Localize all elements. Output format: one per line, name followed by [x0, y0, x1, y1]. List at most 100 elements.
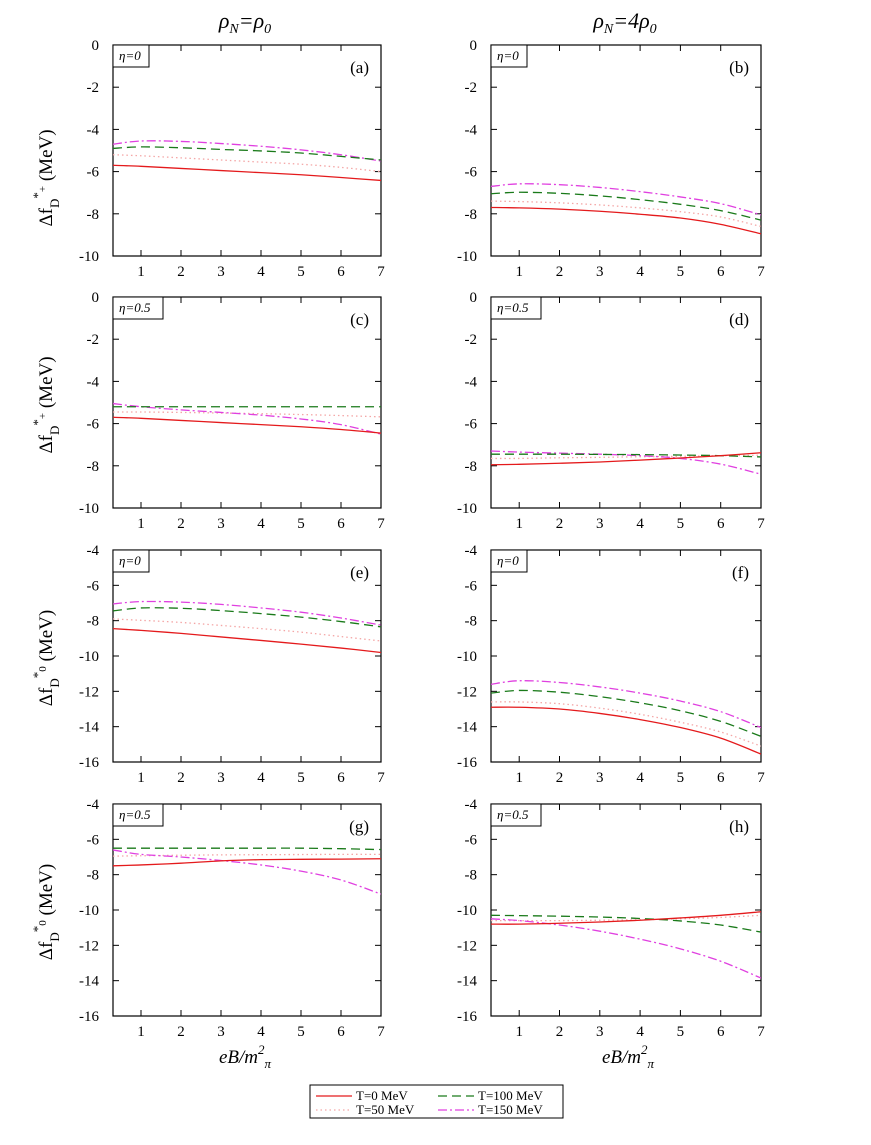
legend-label-t150: T=150 MeV: [478, 1102, 543, 1117]
y-tick-label: -10: [457, 501, 477, 517]
y-tick-label: -10: [79, 903, 99, 919]
x-tick-label: 7: [377, 770, 385, 786]
panel-d: 0 -2 -4 -6 -8 -10 1 2 3 4 5 6 7 η=0.5 (d): [457, 290, 765, 532]
x-tick-label: 7: [377, 264, 385, 280]
panels-group: 0 -2 -4 -6 -8 -10 1 2 3 4 5 6 7 η=0 (a) 0 -2 -4 -6 -8 -10 1 2 3…: [79, 38, 765, 1040]
x-tick-label: 1: [515, 264, 523, 280]
x-tick-label: 5: [297, 264, 305, 280]
y-tick-label: -10: [457, 249, 477, 265]
ylabel-row3: ΔfD*0 (MeV): [30, 610, 62, 706]
legend: T=0 MeV T=100 MeV T=50 MeV T=150 MeV: [309, 1084, 564, 1119]
panel-g: -4 -6 -8 -10 -12 -14 -16 1 2 3 4 5 6 7 η=0.5 (g): [79, 797, 385, 1040]
series-line-t-150-mev: [491, 450, 761, 475]
series-line-t-0-mev: [113, 164, 381, 182]
eta-label-box: η=0.5: [490, 803, 542, 827]
panel-frame-d: [490, 296, 762, 509]
x-tick-label: 3: [596, 264, 604, 280]
x-tick-label: 4: [257, 264, 265, 280]
x-tick-label: 7: [377, 1024, 385, 1040]
x-tick-label: 1: [515, 1024, 523, 1040]
series-line-t-0-mev: [113, 416, 381, 434]
legend-label-t50: T=50 MeV: [356, 1102, 415, 1117]
x-tick-label: 5: [677, 770, 685, 786]
eta-label-box: η=0.5: [490, 296, 542, 320]
y-tick-label: -14: [79, 974, 99, 990]
series-line-t-150-mev: [113, 402, 381, 435]
x-tick-label: 7: [757, 770, 765, 786]
y-tick-label: -4: [87, 797, 100, 813]
series-line-t-0-mev: [491, 706, 761, 755]
eta-label: η=0.5: [497, 300, 529, 315]
eta-label: η=0.5: [119, 300, 151, 315]
y-tick-label: -10: [79, 249, 99, 265]
y-tick-label: 0: [470, 290, 478, 306]
series-line-t-100-mev: [491, 689, 761, 737]
eta-label: η=0: [119, 48, 141, 63]
x-tick-label: 4: [257, 770, 265, 786]
series-line-t-50-mev: [491, 701, 761, 747]
series-line-t-50-mev: [491, 914, 761, 922]
y-tick-label: -10: [457, 649, 477, 665]
eta-label: η=0: [119, 553, 141, 568]
x-tick-label: 1: [515, 770, 523, 786]
x-tick-label: 5: [677, 516, 685, 532]
y-tick-label: -8: [465, 207, 478, 223]
x-tick-label: 4: [636, 516, 644, 532]
x-tick-label: 6: [337, 516, 345, 532]
x-tick-label: 6: [717, 516, 725, 532]
x-tick-label: 1: [137, 516, 145, 532]
panel-c: 0 -2 -4 -6 -8 -10 1 2 3 4 5 6 7 η=0.5 (c): [79, 290, 385, 532]
y-tick-label: -14: [457, 720, 477, 736]
panel-frame-c: [112, 296, 382, 509]
legend-entry-t0: T=0 MeV: [316, 1088, 408, 1103]
xlabel-left: eB/m2π: [219, 1042, 272, 1071]
eta-label: η=0.5: [497, 807, 529, 822]
eta-label: η=0: [497, 553, 519, 568]
series-line-t-150-mev: [491, 918, 761, 979]
x-tick-label: 3: [217, 516, 225, 532]
legend-box: [309, 1084, 564, 1119]
series-line-t-100-mev: [113, 847, 381, 851]
legend-label-t100: T=100 MeV: [478, 1088, 543, 1103]
x-tick-label: 2: [177, 770, 185, 786]
panel-b: 0 -2 -4 -6 -8 -10 1 2 3 4 5 6 7 η=0 (b): [457, 38, 765, 280]
y-tick-label: -10: [79, 649, 99, 665]
y-tick-label: -16: [79, 755, 99, 771]
y-tick-label: -6: [465, 578, 478, 594]
y-tick-label: -8: [465, 868, 478, 884]
panel-frame-b: [490, 44, 762, 257]
panel-label: (h): [729, 817, 749, 836]
panel-frame-f: [490, 549, 762, 763]
y-tick-label: 0: [92, 290, 100, 306]
series-line-t-150-mev: [491, 183, 761, 216]
panel-label: (f): [732, 563, 749, 582]
y-tick-label: -16: [79, 1009, 99, 1025]
panel-label: (a): [350, 58, 369, 77]
y-tick-label: -8: [87, 459, 100, 475]
x-tick-label: 2: [177, 516, 185, 532]
y-tick-label: -4: [465, 797, 478, 813]
ylabel-row4: ΔfD*0 (MeV): [30, 864, 62, 960]
panel-a: 0 -2 -4 -6 -8 -10 1 2 3 4 5 6 7 η=0 (a): [79, 38, 385, 280]
y-tick-label: -2: [87, 332, 100, 348]
y-tick-label: -10: [79, 501, 99, 517]
column-title-right: ρN=4ρ0: [592, 8, 656, 37]
panel-label: (g): [349, 817, 369, 836]
x-tick-label: 4: [636, 1024, 644, 1040]
y-tick-label: -6: [87, 832, 100, 848]
x-tick-label: 4: [636, 770, 644, 786]
y-tick-label: -8: [87, 614, 100, 630]
y-tick-label: -8: [465, 614, 478, 630]
x-tick-label: 5: [297, 770, 305, 786]
y-tick-label: -6: [87, 417, 100, 433]
x-tick-label: 1: [137, 264, 145, 280]
x-tick-label: 3: [217, 1024, 225, 1040]
y-tick-label: -8: [465, 459, 478, 475]
series-line-t-0-mev: [491, 452, 761, 466]
series-line-t-100-mev: [113, 146, 381, 161]
y-tick-label: -4: [87, 374, 100, 390]
legend-entry-t150: T=150 MeV: [438, 1102, 543, 1117]
series-line-t-100-mev: [113, 607, 381, 628]
y-tick-label: -2: [465, 332, 478, 348]
eta-label: η=0.5: [119, 807, 151, 822]
